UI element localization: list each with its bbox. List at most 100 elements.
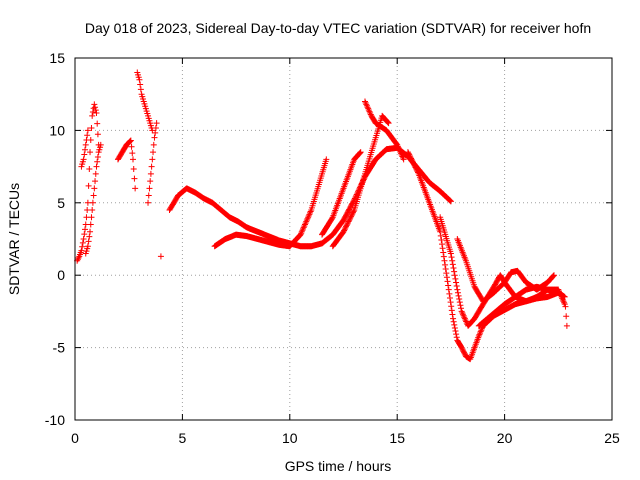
- data-point: [443, 274, 450, 281]
- data-point: [303, 218, 310, 225]
- data-point: [451, 321, 458, 328]
- data-point: [415, 169, 422, 176]
- data-point: [450, 318, 457, 325]
- data-point: [460, 312, 467, 319]
- data-point: [148, 163, 155, 170]
- data-point: [450, 264, 457, 271]
- chart-title: Day 018 of 2023, Sidereal Day-to-day VTE…: [85, 20, 591, 36]
- data-point: [356, 150, 363, 157]
- data-point: [439, 245, 446, 252]
- data-point: [459, 309, 466, 316]
- data-point: [349, 210, 356, 217]
- data-point: [477, 330, 484, 337]
- data-point: [341, 227, 348, 234]
- data-point: [440, 249, 447, 256]
- data-point: [551, 272, 558, 279]
- data-point: [79, 239, 86, 246]
- data-point: [88, 124, 95, 131]
- data-point: [127, 138, 134, 145]
- data-point: [92, 107, 99, 114]
- data-point: [129, 150, 136, 157]
- data-point: [85, 182, 92, 189]
- data-point: [82, 141, 89, 148]
- data-point: [400, 154, 406, 161]
- data-point: [563, 313, 570, 320]
- data-point: [81, 151, 88, 158]
- data-point: [452, 328, 459, 335]
- data-point: [145, 199, 152, 206]
- data-point: [80, 156, 87, 163]
- data-point: [82, 221, 89, 228]
- data-point: [413, 165, 420, 172]
- data-point: [92, 170, 99, 177]
- data-point: [563, 322, 570, 329]
- data-point: [147, 178, 154, 185]
- data-point: [385, 120, 392, 127]
- data-point: [82, 146, 89, 153]
- data-point: [453, 334, 460, 341]
- data-point: [362, 99, 369, 106]
- data-point: [302, 220, 309, 227]
- data-point: [447, 299, 454, 306]
- data-point: [84, 132, 91, 139]
- data-point: [475, 333, 482, 340]
- data-point: [445, 282, 452, 289]
- data-point: [346, 217, 353, 224]
- data-point: [348, 213, 355, 220]
- data-point: [86, 166, 93, 173]
- data-point: [97, 141, 104, 148]
- data-point: [447, 197, 454, 204]
- data-point: [81, 231, 88, 238]
- data-point: [137, 86, 144, 93]
- data-point: [394, 143, 401, 150]
- data-point: [451, 272, 458, 279]
- grid-lines: [75, 58, 612, 420]
- data-point: [448, 307, 455, 314]
- data-point: [74, 256, 81, 263]
- data-point: [90, 192, 97, 199]
- data-point: [92, 178, 99, 185]
- data-point: [457, 302, 464, 309]
- data-point: [404, 149, 411, 156]
- data-point: [80, 236, 87, 242]
- x-axis-label: GPS time / hours: [285, 458, 392, 474]
- data-point: [87, 149, 94, 156]
- data-point: [84, 207, 91, 214]
- data-point: [357, 149, 364, 156]
- data-point: [86, 233, 93, 240]
- data-point: [408, 155, 415, 162]
- data-point: [461, 314, 468, 321]
- data-point: [343, 222, 350, 229]
- data-point: [87, 221, 94, 228]
- plot-frame: [74, 57, 613, 421]
- x-tick-label: 5: [179, 430, 187, 446]
- data-point: [445, 286, 452, 293]
- data-point: [345, 218, 352, 225]
- data-point: [151, 134, 158, 141]
- data-point: [297, 231, 304, 238]
- y-tick-label: 0: [57, 267, 65, 283]
- data-point: [447, 198, 454, 205]
- data-point: [329, 215, 336, 222]
- data-point: [341, 226, 348, 233]
- data-point: [446, 197, 453, 204]
- data-point: [323, 156, 330, 163]
- data-point: [349, 209, 356, 216]
- data-point: [413, 167, 420, 174]
- data-point: [300, 225, 307, 232]
- data-point: [130, 166, 137, 173]
- data-point: [449, 261, 456, 268]
- data-point: [411, 163, 418, 170]
- data-point: [440, 253, 447, 260]
- data-point: [414, 168, 421, 175]
- data-point: [409, 159, 416, 166]
- y-tick-label: 5: [57, 195, 65, 211]
- data-point: [449, 257, 456, 264]
- data-point: [348, 212, 355, 219]
- data-point: [150, 149, 157, 156]
- data-point: [406, 152, 413, 159]
- data-point: [147, 170, 154, 177]
- data-point: [91, 185, 98, 192]
- data-point: [83, 214, 90, 221]
